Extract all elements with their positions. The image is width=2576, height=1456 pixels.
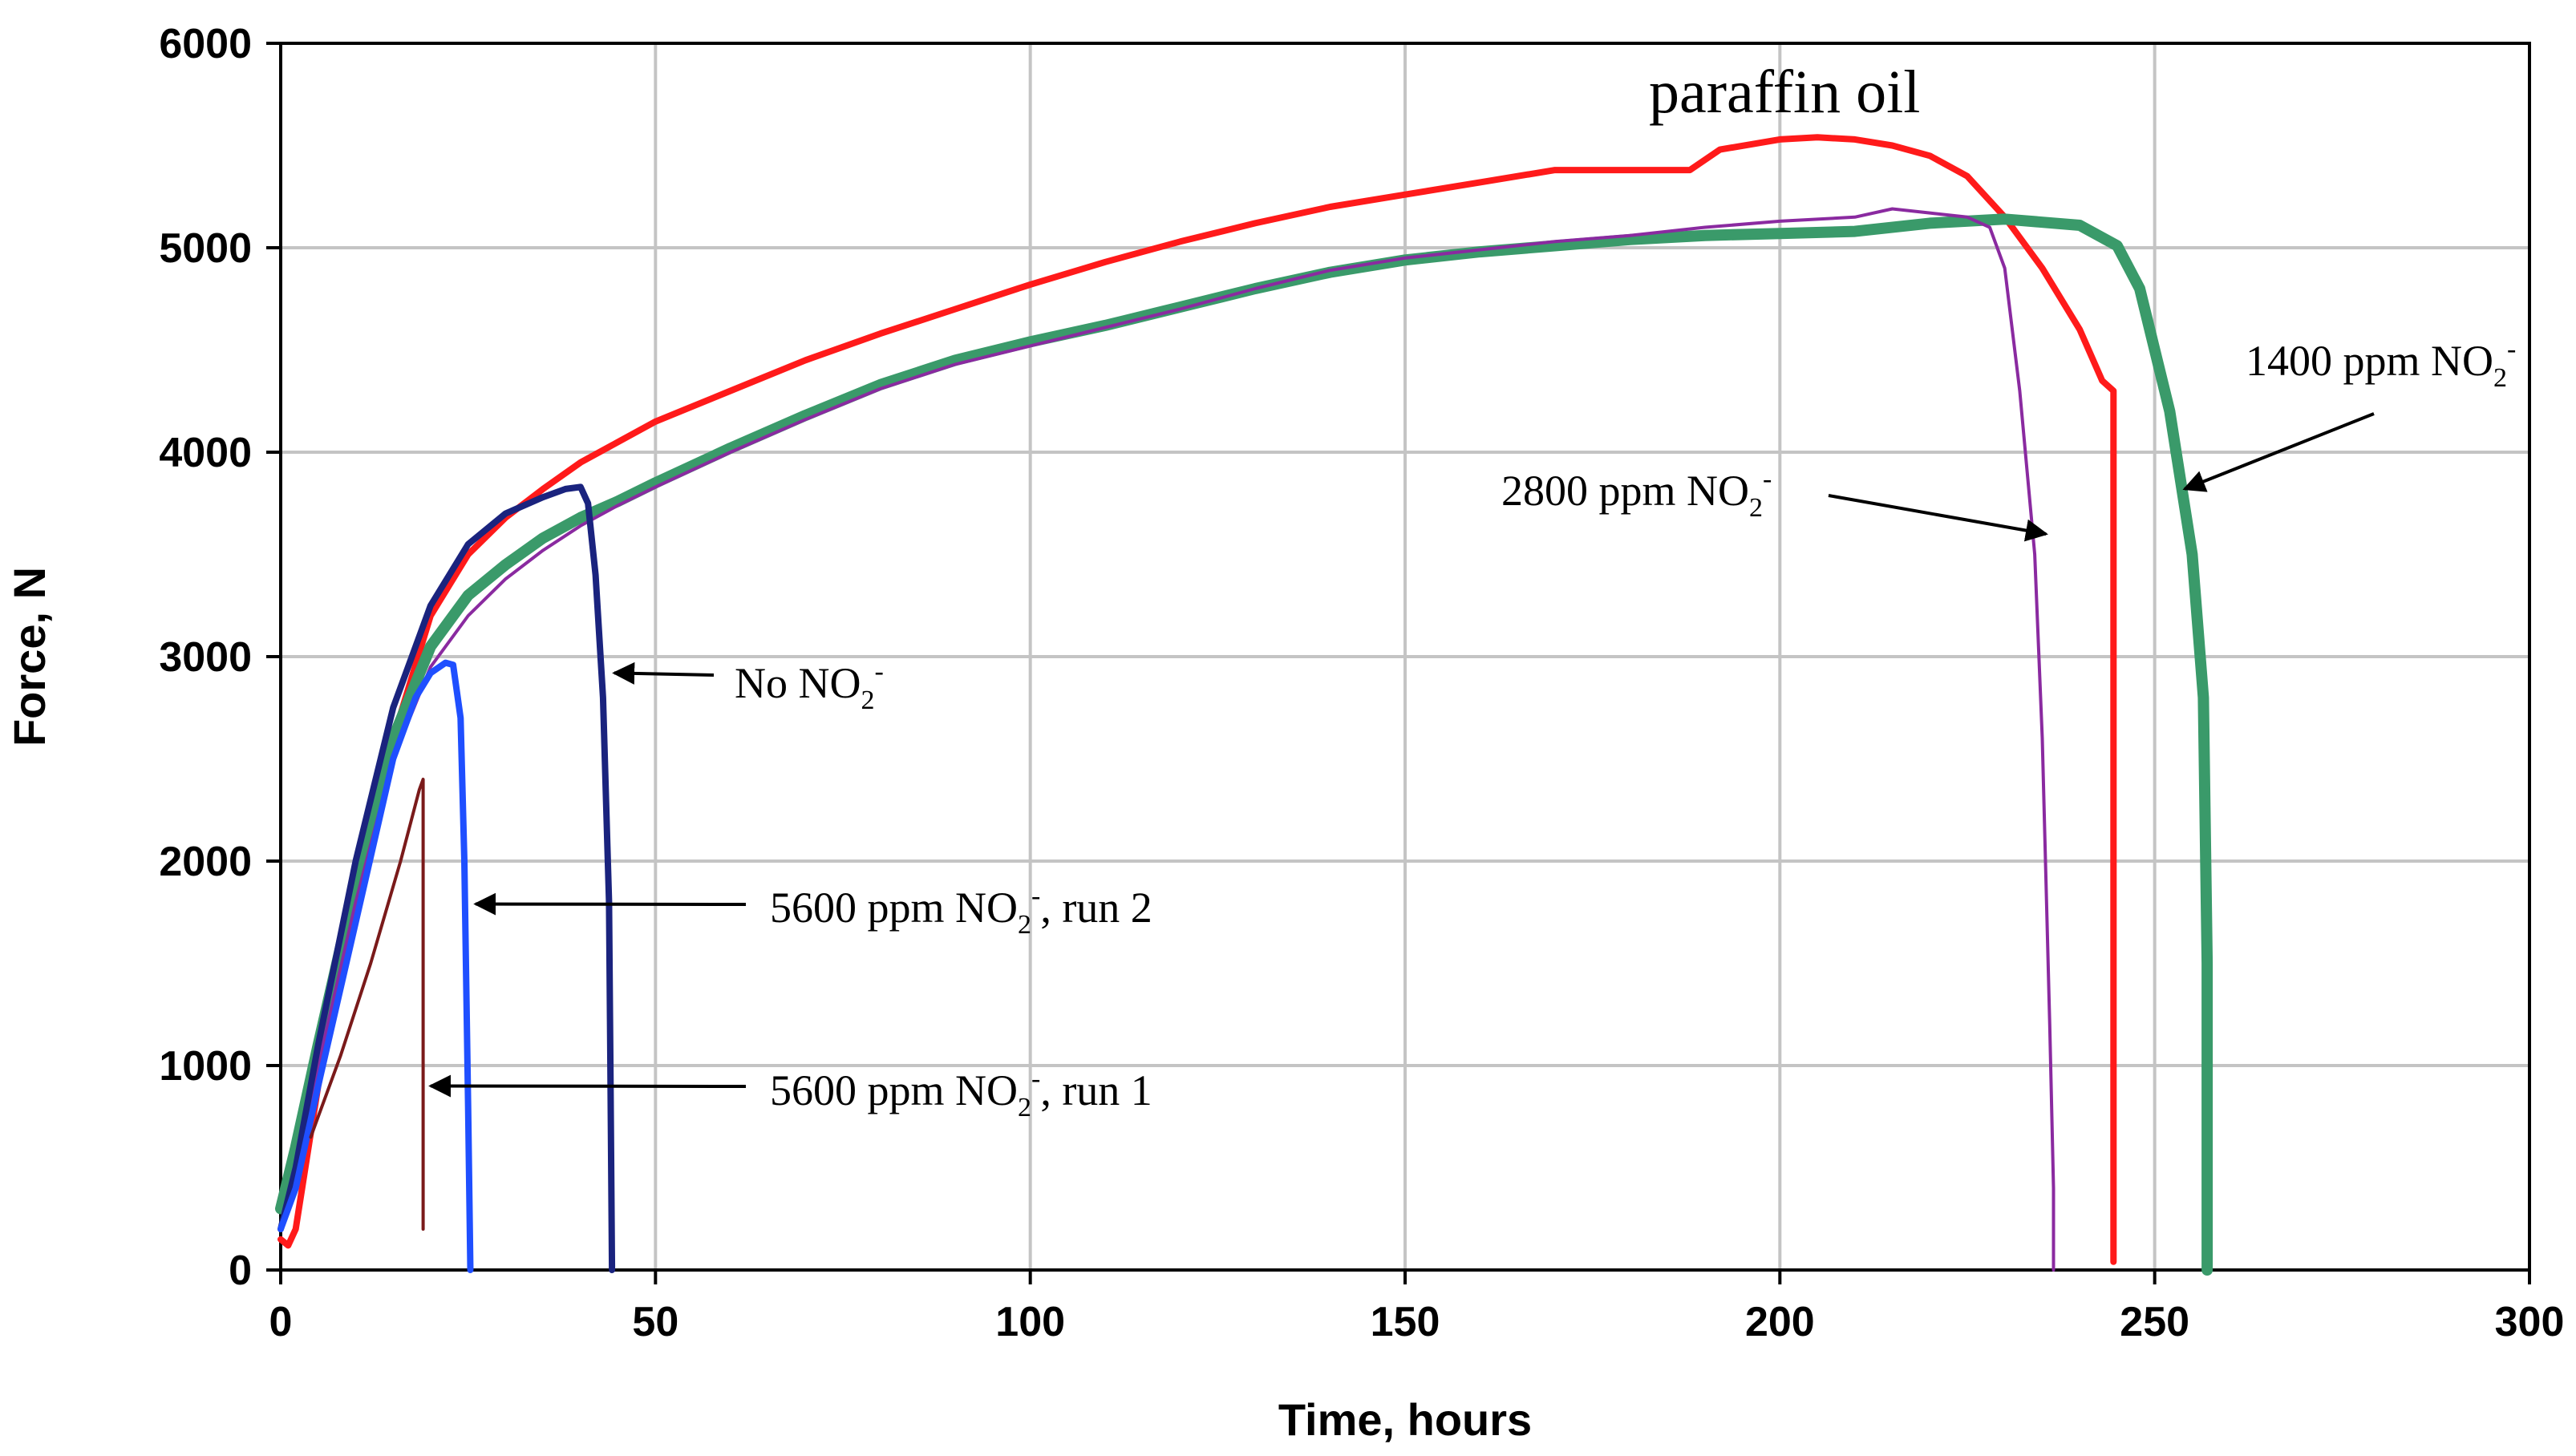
annotation-5600-ppm-no2-run-2: 5600 ppm NO2-, run 2 bbox=[770, 881, 1152, 940]
annotation-paraffin-oil: paraffin oil bbox=[1649, 59, 1920, 126]
x-tick-labels: 0 50 100 150 200 250 300 bbox=[269, 1299, 2565, 1345]
series-line-paraffin-oil bbox=[277, 134, 2117, 1265]
y-tick-label: 5000 bbox=[159, 225, 252, 272]
x-tick-label: 50 bbox=[632, 1299, 678, 1345]
x-tick-label: 250 bbox=[2120, 1299, 2189, 1345]
y-tick-label: 6000 bbox=[159, 21, 252, 67]
annotation-no-no2: No NO2- bbox=[735, 657, 884, 715]
y-tick-label: 2000 bbox=[159, 839, 252, 885]
arrow-2800-ppm-no2 bbox=[1828, 494, 2048, 542]
y-axis-title: Force, N bbox=[4, 567, 55, 746]
x-axis-title: Time, hours bbox=[1278, 1394, 1532, 1445]
arrow-1400-ppm-no2 bbox=[2182, 412, 2375, 492]
annotation-5600-ppm-no2-run-1: 5600 ppm NO2-, run 1 bbox=[770, 1064, 1152, 1122]
series-line-5600-ppm-no2-run-1 bbox=[309, 778, 425, 1231]
y-tick-label: 3000 bbox=[159, 634, 252, 681]
arrow-5600-ppm-no2-run-1 bbox=[428, 1074, 747, 1098]
series-line-2800-ppm-no2 bbox=[279, 207, 2056, 1272]
gridlines bbox=[281, 43, 2529, 1270]
x-tick-label: 100 bbox=[995, 1299, 1065, 1345]
y-tick-label: 0 bbox=[229, 1248, 252, 1294]
arrow-no-no2 bbox=[612, 661, 715, 685]
annotation-1400-ppm-no2: 1400 ppm NO2- bbox=[2246, 334, 2516, 393]
x-tick-label: 150 bbox=[1371, 1299, 1440, 1345]
x-tick-label: 300 bbox=[2495, 1299, 2565, 1345]
series-line-no-no2 bbox=[277, 483, 616, 1273]
annotations: paraffin oil 1400 ppm NO2- 2800 ppm NO2- No… bbox=[428, 59, 2516, 1122]
y-tick-label: 4000 bbox=[159, 430, 252, 476]
series-line-5600-ppm-no2-run-2 bbox=[277, 659, 474, 1273]
x-tick-label: 200 bbox=[1745, 1299, 1815, 1345]
annotation-2800-ppm-no2: 2800 ppm NO2- bbox=[1501, 464, 1772, 523]
series-lines bbox=[275, 134, 2213, 1276]
axes bbox=[266, 42, 2531, 1284]
x-tick-label: 0 bbox=[269, 1299, 293, 1345]
y-tick-labels: 0 1000 2000 3000 4000 5000 6000 bbox=[159, 21, 252, 1294]
y-tick-label: 1000 bbox=[159, 1043, 252, 1090]
